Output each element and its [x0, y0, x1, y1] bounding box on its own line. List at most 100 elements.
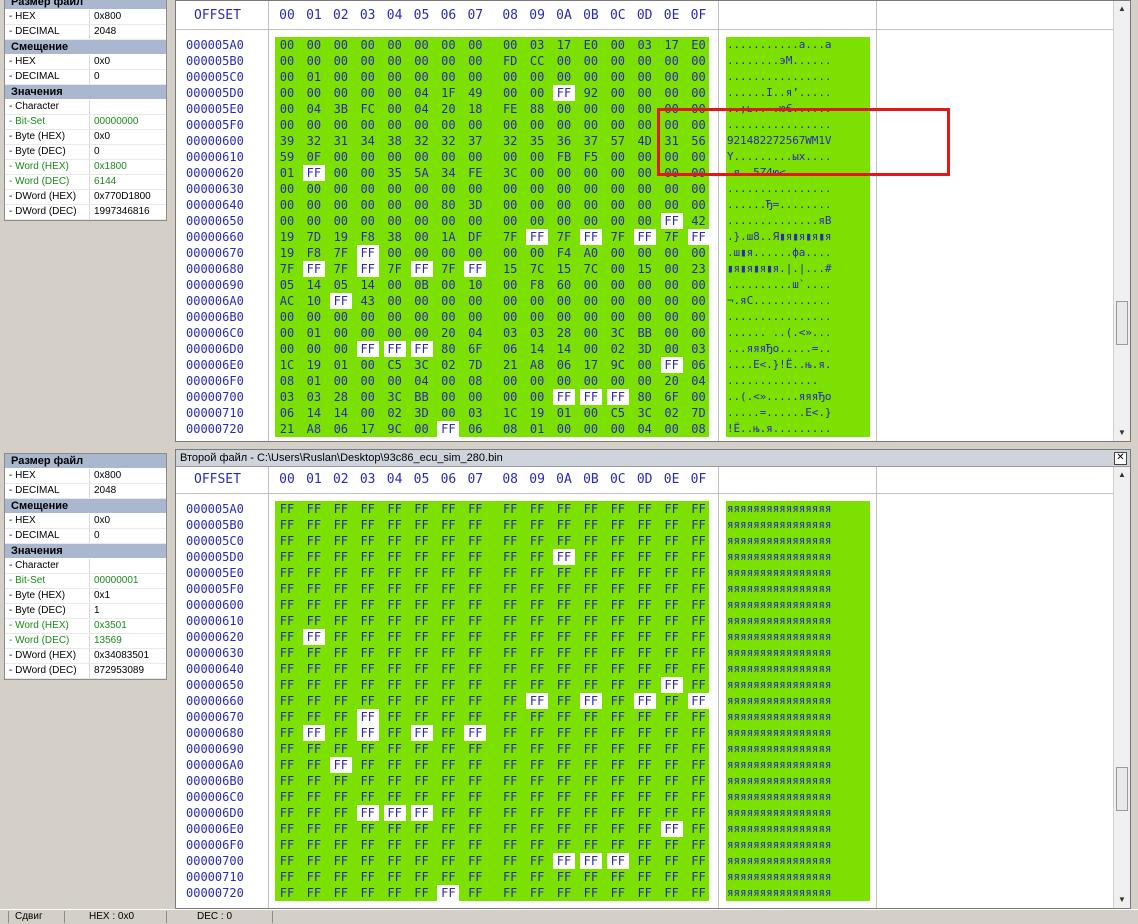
- hex-byte[interactable]: 7F: [333, 262, 349, 276]
- hex-byte[interactable]: 00: [529, 310, 545, 324]
- hex-byte[interactable]: 00: [610, 86, 626, 100]
- hex-byte[interactable]: FF: [383, 341, 406, 357]
- hex-byte[interactable]: 00: [691, 278, 706, 292]
- hex-byte[interactable]: BB: [637, 326, 652, 340]
- hex-byte[interactable]: FF: [306, 566, 322, 580]
- hex-byte[interactable]: FF: [414, 774, 429, 788]
- hex-byte[interactable]: 00: [360, 150, 375, 164]
- props-row[interactable]: - DWord (HEX) 0x770D1800: [5, 190, 166, 205]
- hex-byte[interactable]: 05: [333, 278, 349, 292]
- hex-byte[interactable]: FF: [387, 678, 402, 692]
- hex-byte[interactable]: 00: [279, 54, 295, 68]
- hex-byte[interactable]: FB: [556, 150, 572, 164]
- hex-byte[interactable]: 00: [387, 86, 402, 100]
- hex-byte[interactable]: 35: [387, 166, 402, 180]
- hex-byte[interactable]: 20: [441, 102, 456, 116]
- hex-byte[interactable]: A8: [306, 422, 322, 436]
- hex-byte[interactable]: 00: [333, 342, 349, 356]
- hex-byte[interactable]: FF: [414, 678, 429, 692]
- hex-byte[interactable]: FF: [387, 694, 402, 708]
- hex-byte[interactable]: 00: [664, 54, 679, 68]
- hex-byte[interactable]: 14: [529, 342, 545, 356]
- hex-byte[interactable]: FF: [660, 677, 683, 693]
- hex-byte[interactable]: FF: [660, 213, 683, 229]
- hex-byte[interactable]: FF: [556, 614, 572, 628]
- hex-byte[interactable]: 00: [360, 358, 375, 372]
- props-row[interactable]: - Word (HEX) 0x1800: [5, 160, 166, 175]
- hex-byte[interactable]: 00: [583, 102, 599, 116]
- hex-byte[interactable]: FF: [383, 805, 406, 821]
- hex-byte[interactable]: 00: [556, 166, 572, 180]
- hex-byte[interactable]: 00: [529, 86, 545, 100]
- hex-byte[interactable]: 00: [387, 246, 402, 260]
- hex-byte[interactable]: FF: [502, 838, 518, 852]
- hex-byte[interactable]: FF: [556, 790, 572, 804]
- hex-byte[interactable]: FF: [553, 389, 575, 405]
- ascii-row[interactable]: ......I..я’.....: [727, 86, 832, 99]
- hex-byte[interactable]: 00: [583, 198, 599, 212]
- hex-byte[interactable]: 01: [333, 358, 349, 372]
- hex-byte[interactable]: FF: [553, 85, 575, 101]
- hex-byte[interactable]: 00: [441, 406, 456, 420]
- ascii-row[interactable]: ....Е<.}!Ё..њ.я.: [727, 358, 832, 371]
- hex-byte[interactable]: FF: [529, 806, 545, 820]
- hex-byte[interactable]: 06: [556, 358, 572, 372]
- hex-byte[interactable]: FF: [610, 790, 626, 804]
- hex-byte[interactable]: FF: [664, 614, 679, 628]
- hex-byte[interactable]: 00: [556, 54, 572, 68]
- hex-byte[interactable]: 03: [279, 390, 295, 404]
- hex-byte[interactable]: 00: [664, 278, 679, 292]
- hex-byte[interactable]: FF: [387, 774, 402, 788]
- hex-byte[interactable]: FF: [529, 598, 545, 612]
- hex-byte[interactable]: FF: [664, 646, 679, 660]
- hex-byte[interactable]: FF: [387, 886, 402, 900]
- hex-byte[interactable]: FF: [441, 694, 456, 708]
- hex-byte[interactable]: FF: [556, 518, 572, 532]
- hex-byte[interactable]: 00: [610, 262, 626, 276]
- hex-byte[interactable]: FF: [437, 421, 460, 437]
- hex-byte[interactable]: 00: [414, 198, 429, 212]
- hex-byte[interactable]: FF: [610, 614, 626, 628]
- hex-byte[interactable]: 00: [279, 118, 295, 132]
- hex-byte[interactable]: FF: [610, 502, 626, 516]
- hex-byte[interactable]: FF: [583, 870, 599, 884]
- hex-byte[interactable]: FF: [387, 790, 402, 804]
- hex-byte[interactable]: FF: [279, 662, 295, 676]
- hex-byte[interactable]: 00: [387, 102, 402, 116]
- hex-byte[interactable]: BB: [414, 390, 429, 404]
- hex-byte[interactable]: 00: [583, 118, 599, 132]
- hex-byte[interactable]: FF: [441, 502, 456, 516]
- hex-byte[interactable]: 00: [441, 38, 456, 52]
- hex-byte[interactable]: FF: [464, 261, 487, 277]
- hex-byte[interactable]: 02: [610, 342, 626, 356]
- ascii-row[interactable]: яяяяяяяяяяяяяяяя: [727, 678, 832, 691]
- hex-byte[interactable]: 00: [414, 246, 429, 260]
- ascii-row[interactable]: яяяяяяяяяяяяяяяя: [727, 598, 832, 611]
- hex-byte[interactable]: 00: [333, 70, 349, 84]
- hex-byte[interactable]: 01: [306, 374, 322, 388]
- hex-byte[interactable]: FF: [279, 854, 295, 868]
- hex-byte[interactable]: FF: [306, 774, 322, 788]
- ascii-row[interactable]: яяяяяяяяяяяяяяяя: [727, 822, 832, 835]
- hex-byte[interactable]: FF: [637, 582, 652, 596]
- ascii-row[interactable]: яяяяяяяяяяяяяяяя: [727, 614, 832, 627]
- hex-byte[interactable]: 36: [556, 134, 572, 148]
- hex-byte[interactable]: 00: [360, 166, 375, 180]
- hex-byte[interactable]: AC: [279, 294, 295, 308]
- hex-byte[interactable]: 00: [556, 422, 572, 436]
- hex-byte[interactable]: FF: [583, 822, 599, 836]
- hex-byte[interactable]: FF: [556, 710, 572, 724]
- hex-byte[interactable]: 00: [556, 374, 572, 388]
- hex-byte[interactable]: 00: [664, 86, 679, 100]
- ascii-row[interactable]: ................: [727, 118, 832, 131]
- hex-byte[interactable]: FF: [387, 838, 402, 852]
- hex-byte[interactable]: FF: [279, 598, 295, 612]
- hex-byte[interactable]: 00: [637, 118, 652, 132]
- hex-byte[interactable]: FF: [333, 502, 349, 516]
- hex-byte[interactable]: FF: [360, 694, 375, 708]
- ascii-row[interactable]: ..........ш`....: [727, 278, 832, 291]
- hex-byte[interactable]: 0B: [414, 278, 429, 292]
- hex-byte[interactable]: FF: [360, 854, 375, 868]
- hex-byte[interactable]: FF: [502, 534, 518, 548]
- hex-byte[interactable]: 04: [414, 86, 429, 100]
